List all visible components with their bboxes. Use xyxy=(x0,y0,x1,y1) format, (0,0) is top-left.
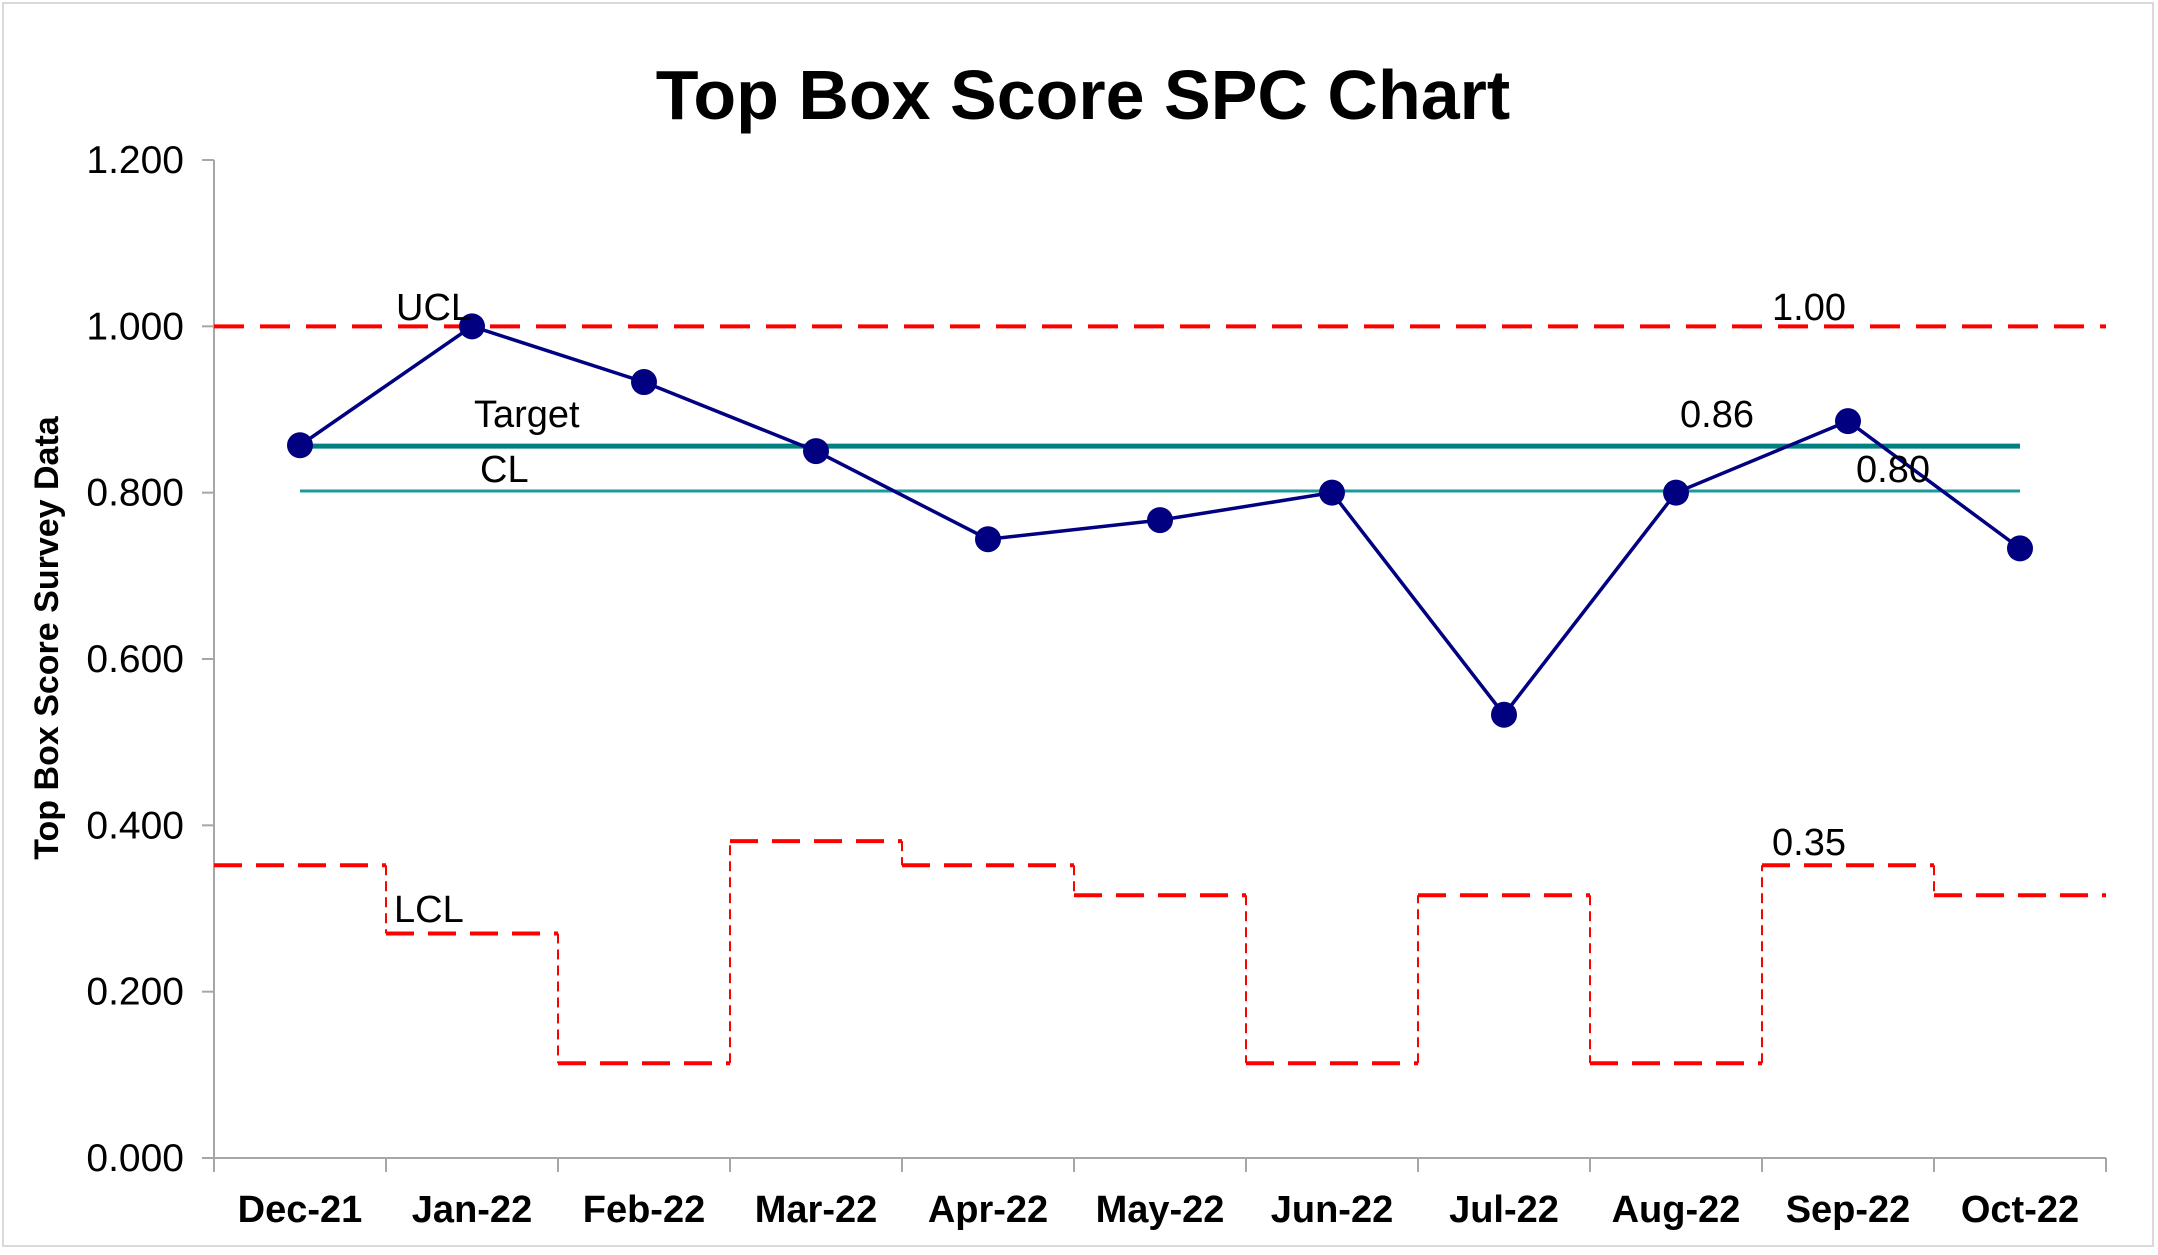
x-axis-ticks: Dec-21 Jan-22 Feb-22 Mar-22 Apr-22 May-22 Jun-… xyxy=(213,1158,2107,1231)
data-point xyxy=(1835,408,1861,435)
data-point xyxy=(1663,479,1689,506)
y-tick-label: 0.200 xyxy=(86,971,184,1014)
ucl-label: UCL xyxy=(396,287,472,329)
lcl-value-label: 0.35 xyxy=(1772,822,1846,864)
data-point xyxy=(631,369,657,396)
x-tick-label: Jan-22 xyxy=(412,1189,532,1231)
y-axis-ticks: 0.000 0.200 0.400 0.600 0.800 1.000 1.200 xyxy=(86,139,214,1180)
y-tick-label: 0.000 xyxy=(86,1137,184,1180)
spc-chart: Top Box Score SPC Chart Top Box Score Su… xyxy=(28,56,2107,1231)
data-point xyxy=(1491,701,1517,728)
y-tick-label: 1.200 xyxy=(86,139,184,182)
data-point xyxy=(975,526,1001,553)
cl-value-label: 0.80 xyxy=(1856,449,1930,491)
x-tick-label: Apr-22 xyxy=(928,1189,1048,1231)
data-point xyxy=(1147,507,1173,534)
data-point xyxy=(803,438,829,465)
x-tick-label: Aug-22 xyxy=(1612,1189,1741,1231)
ucl-value-label: 1.00 xyxy=(1772,287,1846,329)
data-series xyxy=(287,313,2033,728)
data-point xyxy=(459,313,485,340)
x-tick-label: Mar-22 xyxy=(755,1189,878,1231)
y-tick-label: 0.400 xyxy=(86,804,184,847)
lcl-label: LCL xyxy=(394,889,464,931)
y-axis-label: Top Box Score Survey Data xyxy=(28,415,66,859)
x-tick-label: Jul-22 xyxy=(1449,1189,1559,1231)
y-tick-label: 1.000 xyxy=(86,305,184,348)
y-tick-label: 0.800 xyxy=(86,472,184,515)
y-tick-label: 0.600 xyxy=(86,638,184,681)
target-value-label: 0.86 xyxy=(1680,394,1754,436)
data-point xyxy=(1319,479,1345,506)
data-point xyxy=(287,432,313,459)
cl-label: CL xyxy=(480,449,529,491)
x-tick-label: Sep-22 xyxy=(1786,1189,1911,1231)
x-tick-label: Feb-22 xyxy=(583,1189,705,1231)
x-tick-label: Jun-22 xyxy=(1271,1189,1393,1231)
target-label: Target xyxy=(474,394,580,436)
x-tick-label: Oct-22 xyxy=(1961,1189,2079,1231)
x-tick-label: May-22 xyxy=(1096,1189,1225,1231)
chart-title: Top Box Score SPC Chart xyxy=(656,56,1510,134)
x-tick-label: Dec-21 xyxy=(238,1189,363,1231)
lcl-series xyxy=(214,839,2106,1066)
data-point xyxy=(2007,535,2033,562)
